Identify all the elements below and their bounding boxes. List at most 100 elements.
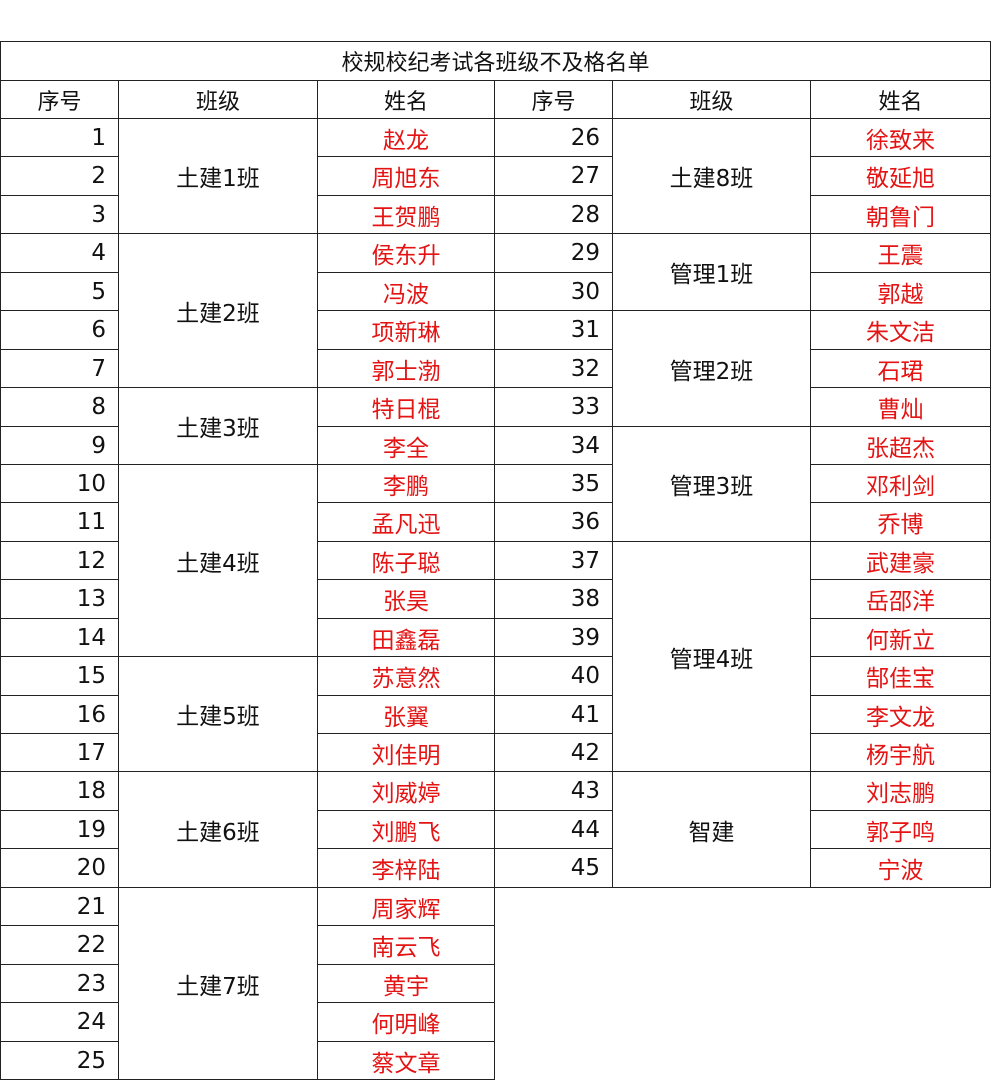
name-cell[interactable]: 李文龙: [810, 695, 991, 734]
class-cell[interactable]: 土建3班: [118, 387, 318, 465]
seq-cell[interactable]: 37: [494, 541, 613, 580]
class-cell[interactable]: 智建: [612, 771, 811, 888]
name-cell[interactable]: 侯东升: [317, 233, 495, 273]
class-cell[interactable]: 土建2班: [118, 233, 318, 388]
column-header[interactable]: 序号: [494, 80, 613, 119]
seq-cell[interactable]: 44: [494, 810, 613, 849]
column-header[interactable]: 班级: [612, 80, 811, 119]
name-cell[interactable]: 岳邵洋: [810, 579, 991, 619]
seq-cell[interactable]: 35: [494, 464, 613, 503]
seq-cell[interactable]: 24: [0, 1002, 119, 1042]
name-cell[interactable]: 李全: [317, 426, 495, 465]
seq-cell[interactable]: 29: [494, 233, 613, 273]
name-cell[interactable]: 郜佳宝: [810, 656, 991, 696]
class-cell[interactable]: 土建1班: [118, 118, 318, 234]
name-cell[interactable]: 杨宇航: [810, 733, 991, 772]
name-cell[interactable]: 王震: [810, 233, 991, 273]
name-cell[interactable]: 南云飞: [317, 925, 495, 965]
seq-cell[interactable]: 12: [0, 541, 119, 580]
name-cell[interactable]: 周家辉: [317, 887, 495, 926]
class-cell[interactable]: 管理2班: [612, 310, 811, 427]
seq-cell[interactable]: 31: [494, 310, 613, 350]
seq-cell[interactable]: 26: [494, 118, 613, 157]
name-cell[interactable]: 特日棍: [317, 387, 495, 427]
name-cell[interactable]: 宁波: [810, 848, 991, 888]
name-cell[interactable]: 张翼: [317, 695, 495, 734]
class-cell[interactable]: 管理1班: [612, 233, 811, 311]
seq-cell[interactable]: 27: [494, 156, 613, 196]
table-title[interactable]: 校规校纪考试各班级不及格名单: [0, 41, 991, 81]
seq-cell[interactable]: 15: [0, 656, 119, 696]
name-cell[interactable]: 张昊: [317, 579, 495, 619]
seq-cell[interactable]: 11: [0, 502, 119, 542]
name-cell[interactable]: 刘佳明: [317, 733, 495, 772]
name-cell[interactable]: 刘威婷: [317, 771, 495, 811]
seq-cell[interactable]: 6: [0, 310, 119, 350]
seq-cell[interactable]: 20: [0, 848, 119, 888]
class-cell[interactable]: 土建6班: [118, 771, 318, 888]
seq-cell[interactable]: 41: [494, 695, 613, 734]
class-cell[interactable]: 土建4班: [118, 464, 318, 657]
seq-cell[interactable]: 14: [0, 618, 119, 657]
seq-cell[interactable]: 1: [0, 118, 119, 157]
seq-cell[interactable]: 18: [0, 771, 119, 811]
name-cell[interactable]: 张超杰: [810, 426, 991, 465]
seq-cell[interactable]: 3: [0, 195, 119, 234]
seq-cell[interactable]: 5: [0, 272, 119, 311]
seq-cell[interactable]: 8: [0, 387, 119, 427]
name-cell[interactable]: 黄宇: [317, 964, 495, 1003]
name-cell[interactable]: 何新立: [810, 618, 991, 657]
class-cell[interactable]: 土建5班: [118, 656, 318, 772]
column-header[interactable]: 班级: [118, 80, 318, 119]
seq-cell[interactable]: 7: [0, 349, 119, 388]
column-header[interactable]: 姓名: [317, 80, 495, 119]
column-header[interactable]: 姓名: [810, 80, 991, 119]
seq-cell[interactable]: 13: [0, 579, 119, 619]
name-cell[interactable]: 何明峰: [317, 1002, 495, 1042]
name-cell[interactable]: 刘鹏飞: [317, 810, 495, 849]
class-cell[interactable]: 土建7班: [118, 887, 318, 1080]
seq-cell[interactable]: 40: [494, 656, 613, 696]
seq-cell[interactable]: 9: [0, 426, 119, 465]
name-cell[interactable]: 敬延旭: [810, 156, 991, 196]
seq-cell[interactable]: 19: [0, 810, 119, 849]
name-cell[interactable]: 曹灿: [810, 387, 991, 427]
seq-cell[interactable]: 38: [494, 579, 613, 619]
name-cell[interactable]: 武建豪: [810, 541, 991, 580]
seq-cell[interactable]: 33: [494, 387, 613, 427]
name-cell[interactable]: 郭越: [810, 272, 991, 311]
name-cell[interactable]: 乔博: [810, 502, 991, 542]
name-cell[interactable]: 石珺: [810, 349, 991, 388]
name-cell[interactable]: 周旭东: [317, 156, 495, 196]
name-cell[interactable]: 邓利剑: [810, 464, 991, 503]
name-cell[interactable]: 刘志鹏: [810, 771, 991, 811]
seq-cell[interactable]: 34: [494, 426, 613, 465]
seq-cell[interactable]: 45: [494, 848, 613, 888]
name-cell[interactable]: 陈子聪: [317, 541, 495, 580]
seq-cell[interactable]: 21: [0, 887, 119, 926]
name-cell[interactable]: 田鑫磊: [317, 618, 495, 657]
seq-cell[interactable]: 25: [0, 1041, 119, 1080]
name-cell[interactable]: 赵龙: [317, 118, 495, 157]
seq-cell[interactable]: 30: [494, 272, 613, 311]
seq-cell[interactable]: 36: [494, 502, 613, 542]
name-cell[interactable]: 朱文洁: [810, 310, 991, 350]
seq-cell[interactable]: 23: [0, 964, 119, 1003]
seq-cell[interactable]: 22: [0, 925, 119, 965]
name-cell[interactable]: 项新琳: [317, 310, 495, 350]
name-cell[interactable]: 苏意然: [317, 656, 495, 696]
seq-cell[interactable]: 32: [494, 349, 613, 388]
name-cell[interactable]: 李鹏: [317, 464, 495, 503]
column-header[interactable]: 序号: [0, 80, 119, 119]
seq-cell[interactable]: 39: [494, 618, 613, 657]
name-cell[interactable]: 郭士渤: [317, 349, 495, 388]
seq-cell[interactable]: 16: [0, 695, 119, 734]
seq-cell[interactable]: 4: [0, 233, 119, 273]
seq-cell[interactable]: 17: [0, 733, 119, 772]
name-cell[interactable]: 郭子鸣: [810, 810, 991, 849]
seq-cell[interactable]: 2: [0, 156, 119, 196]
name-cell[interactable]: 朝鲁门: [810, 195, 991, 234]
name-cell[interactable]: 孟凡迅: [317, 502, 495, 542]
name-cell[interactable]: 李梓陆: [317, 848, 495, 888]
name-cell[interactable]: 蔡文章: [317, 1041, 495, 1080]
